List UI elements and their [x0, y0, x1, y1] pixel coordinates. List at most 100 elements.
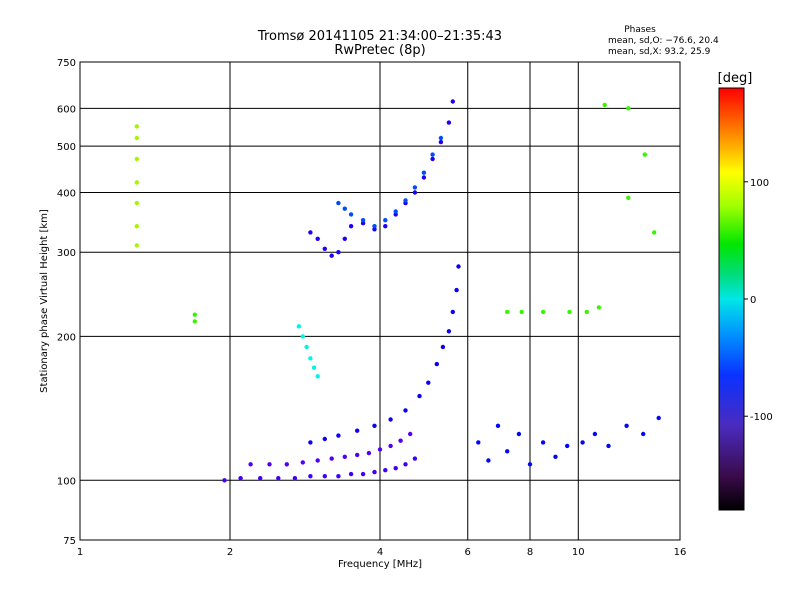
data-point	[540, 440, 546, 445]
data-point	[446, 329, 452, 334]
data-point	[434, 361, 439, 367]
data-point	[580, 440, 585, 445]
data-point	[134, 243, 139, 248]
data-point	[238, 476, 243, 481]
data-point	[315, 236, 320, 241]
data-point	[596, 305, 602, 310]
x-tick-label: 8	[527, 547, 533, 558]
data-point	[296, 324, 302, 329]
x-axis-ticks: 1 2 4 6 8 10 16	[77, 547, 687, 558]
data-point	[336, 474, 341, 479]
data-point	[412, 190, 418, 195]
data-point	[329, 253, 334, 258]
data-point	[329, 456, 334, 461]
data-point	[315, 458, 320, 463]
data-point	[308, 230, 313, 235]
data-point	[336, 200, 341, 206]
data-point	[134, 124, 139, 129]
data-point	[476, 440, 481, 445]
y-tick-label: 300	[57, 248, 76, 259]
data-point	[446, 120, 452, 125]
colorbar-gradient	[718, 87, 745, 511]
data-point	[641, 431, 646, 437]
data-point	[417, 393, 422, 399]
data-point	[383, 218, 388, 223]
x-tick-label: 10	[572, 547, 585, 558]
data-point	[292, 476, 298, 481]
data-point	[192, 312, 197, 317]
data-point	[403, 198, 408, 203]
data-point	[602, 102, 607, 108]
data-point	[267, 462, 272, 467]
data-point	[438, 139, 444, 145]
data-point	[553, 454, 558, 459]
data-point	[450, 309, 455, 315]
y-tick-label: 750	[57, 58, 76, 69]
data-point	[527, 462, 533, 467]
data-point	[300, 460, 305, 465]
data-point	[308, 440, 313, 445]
data-point	[360, 471, 366, 477]
data-point	[322, 474, 327, 479]
data-point	[567, 309, 572, 315]
grid	[80, 62, 680, 540]
data-point	[626, 195, 631, 200]
data-point	[592, 431, 598, 437]
data-point	[403, 408, 408, 413]
data-point	[311, 365, 317, 370]
data-point	[440, 344, 446, 350]
data-point	[134, 180, 139, 185]
x-tick-label: 6	[465, 547, 471, 558]
data-point	[348, 212, 354, 217]
data-point	[388, 417, 393, 422]
y-tick-label: 400	[57, 188, 76, 199]
data-point	[421, 170, 427, 175]
data-point	[342, 206, 347, 211]
data-point	[372, 423, 377, 428]
x-axis-label: Frequency [MHz]	[338, 559, 422, 570]
data-point	[398, 438, 403, 443]
colorbar: [deg] 100 0 -100	[718, 71, 773, 511]
y-tick-label: 100	[57, 476, 76, 487]
data-point	[355, 428, 360, 433]
data-point	[426, 380, 431, 385]
data-point	[412, 456, 418, 461]
x-tick-label: 16	[674, 547, 687, 558]
data-point	[454, 287, 459, 293]
data-point	[408, 431, 413, 437]
data-point	[192, 319, 197, 324]
stats-o-mode: mean, sd,O: −76.6, 20.4	[608, 36, 719, 46]
data-point	[304, 344, 309, 350]
data-point	[383, 224, 388, 229]
data-point	[372, 224, 377, 229]
stats-x-mode: mean, sd,X: 93.2, 25.9	[608, 47, 711, 57]
data-point	[540, 309, 546, 315]
y-tick-label: 600	[57, 104, 76, 115]
data-point	[336, 433, 341, 438]
data-point	[372, 227, 377, 232]
data-point	[421, 175, 427, 180]
data-point	[505, 449, 510, 454]
data-point	[519, 309, 524, 315]
data-point	[412, 185, 418, 190]
data-point	[348, 224, 354, 229]
data-point	[393, 466, 398, 471]
data-point	[308, 356, 313, 361]
data-point	[222, 478, 227, 483]
data-point	[322, 246, 327, 251]
stats-heading: Phases	[624, 25, 656, 35]
y-tick-label: 200	[57, 332, 76, 343]
data-point	[342, 236, 347, 241]
data-point	[656, 415, 661, 421]
data-point	[383, 468, 388, 473]
data-point	[642, 152, 647, 157]
data-point	[322, 436, 327, 442]
data-point	[584, 309, 589, 315]
colorbar-unit-label: [deg]	[718, 71, 753, 86]
y-tick-label: 500	[57, 142, 76, 153]
data-point	[366, 450, 372, 456]
data-point	[626, 106, 631, 111]
chart-subtitle: RwPretec (8p)	[334, 43, 425, 58]
data-point	[348, 471, 354, 477]
